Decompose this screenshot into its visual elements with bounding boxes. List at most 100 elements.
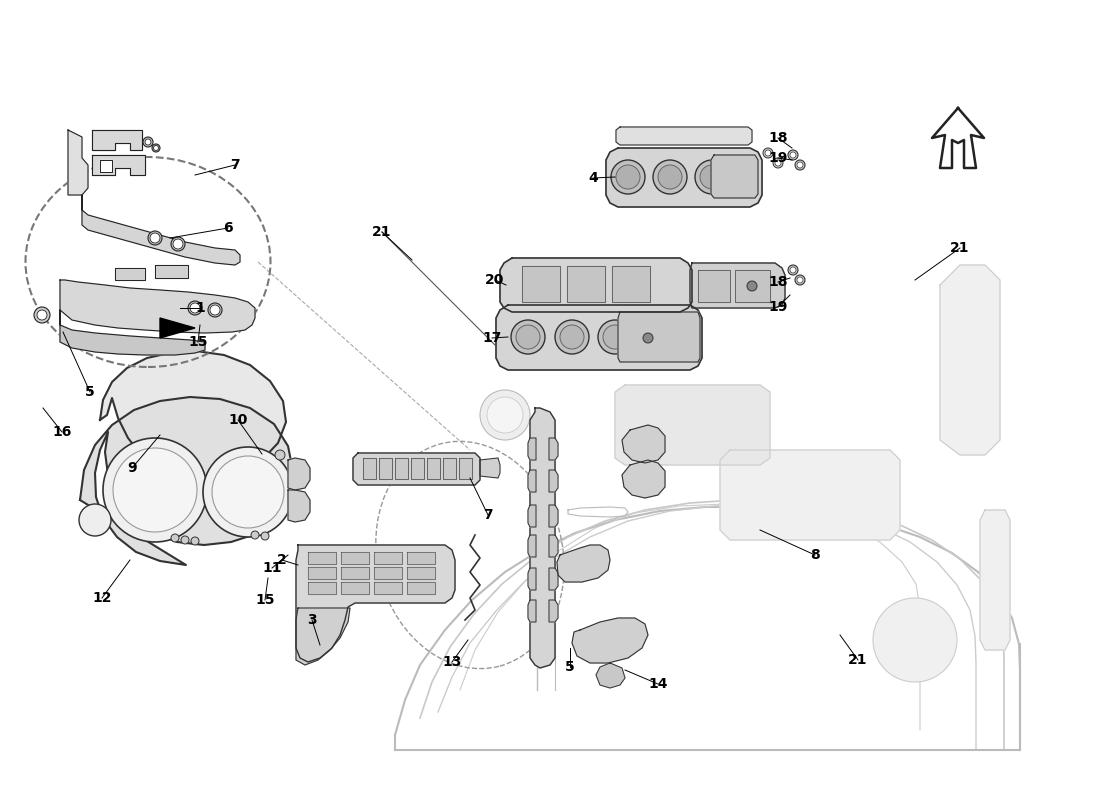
Polygon shape: [940, 265, 1000, 455]
Text: 9: 9: [128, 461, 136, 475]
Polygon shape: [616, 127, 752, 145]
Polygon shape: [528, 505, 536, 527]
Polygon shape: [522, 266, 560, 302]
Polygon shape: [407, 567, 434, 579]
Circle shape: [148, 231, 162, 245]
Text: 2: 2: [277, 553, 287, 567]
Polygon shape: [60, 310, 205, 355]
Polygon shape: [68, 130, 88, 195]
Circle shape: [516, 325, 540, 349]
Polygon shape: [528, 470, 536, 492]
Text: 20: 20: [485, 273, 505, 287]
Polygon shape: [296, 545, 455, 662]
Circle shape: [658, 165, 682, 189]
Text: 21: 21: [848, 653, 868, 667]
Circle shape: [190, 303, 200, 313]
Text: 4: 4: [588, 171, 598, 185]
Polygon shape: [379, 458, 392, 479]
Circle shape: [79, 504, 111, 536]
Text: 6: 6: [223, 221, 233, 235]
Polygon shape: [363, 458, 376, 479]
Polygon shape: [160, 318, 195, 338]
Polygon shape: [566, 266, 605, 302]
Text: 21: 21: [372, 225, 392, 239]
Polygon shape: [615, 385, 770, 465]
Polygon shape: [549, 600, 558, 622]
Text: 21: 21: [950, 241, 970, 255]
Polygon shape: [528, 535, 536, 557]
Polygon shape: [116, 268, 145, 280]
Text: 5: 5: [565, 660, 575, 674]
Circle shape: [150, 233, 160, 243]
Polygon shape: [480, 458, 501, 478]
Circle shape: [170, 237, 185, 251]
Polygon shape: [720, 450, 900, 540]
Polygon shape: [308, 582, 336, 594]
Circle shape: [212, 456, 284, 528]
Polygon shape: [100, 160, 112, 172]
Polygon shape: [374, 552, 401, 564]
Text: 10: 10: [229, 413, 248, 427]
Circle shape: [598, 320, 632, 354]
Circle shape: [251, 531, 258, 539]
Polygon shape: [353, 453, 480, 485]
Circle shape: [152, 144, 160, 152]
Circle shape: [603, 325, 627, 349]
Polygon shape: [530, 408, 556, 668]
Circle shape: [798, 162, 803, 168]
Polygon shape: [621, 425, 665, 463]
Text: 19: 19: [768, 151, 788, 165]
Circle shape: [512, 320, 544, 354]
Circle shape: [103, 438, 207, 542]
Circle shape: [798, 277, 803, 283]
Polygon shape: [296, 608, 350, 665]
Text: 19: 19: [768, 300, 788, 314]
Text: 8: 8: [810, 548, 820, 562]
Circle shape: [208, 303, 222, 317]
Text: 16: 16: [53, 425, 72, 439]
Text: 18: 18: [768, 131, 788, 145]
Polygon shape: [407, 582, 434, 594]
Polygon shape: [82, 195, 240, 265]
Circle shape: [145, 139, 151, 145]
Circle shape: [480, 390, 530, 440]
Text: 17: 17: [482, 331, 502, 345]
Circle shape: [776, 160, 781, 166]
Circle shape: [173, 239, 183, 249]
Text: 15: 15: [188, 335, 208, 349]
Circle shape: [275, 450, 285, 460]
Polygon shape: [308, 567, 336, 579]
Circle shape: [530, 302, 536, 308]
Polygon shape: [100, 351, 286, 478]
Polygon shape: [528, 438, 536, 460]
Circle shape: [644, 333, 653, 343]
Polygon shape: [557, 545, 611, 582]
Polygon shape: [443, 458, 456, 479]
Circle shape: [610, 160, 645, 194]
Circle shape: [795, 275, 805, 285]
Circle shape: [143, 137, 153, 147]
Polygon shape: [596, 663, 625, 688]
Polygon shape: [308, 552, 336, 564]
Circle shape: [695, 160, 729, 194]
Polygon shape: [374, 582, 401, 594]
Circle shape: [873, 598, 957, 682]
Circle shape: [773, 158, 783, 168]
Text: 11: 11: [262, 561, 282, 575]
Text: 1: 1: [195, 301, 205, 315]
Circle shape: [210, 305, 220, 315]
Polygon shape: [932, 108, 984, 168]
Circle shape: [790, 267, 796, 273]
Text: 14: 14: [648, 677, 668, 691]
Circle shape: [261, 532, 270, 540]
Circle shape: [560, 325, 584, 349]
Circle shape: [170, 534, 179, 542]
Circle shape: [617, 287, 623, 293]
Polygon shape: [155, 265, 188, 278]
Text: 7: 7: [483, 508, 493, 522]
Polygon shape: [528, 600, 536, 622]
Circle shape: [616, 165, 640, 189]
Polygon shape: [549, 470, 558, 492]
Circle shape: [204, 447, 293, 537]
Polygon shape: [698, 270, 730, 302]
